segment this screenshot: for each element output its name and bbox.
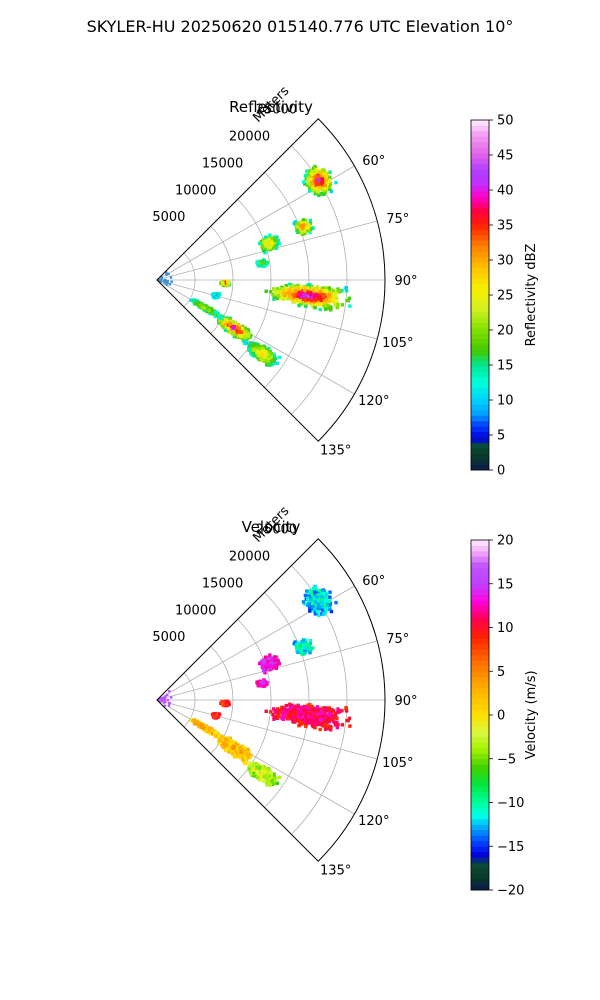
range-tick-label: 15000	[202, 576, 243, 591]
echo-cell	[189, 298, 223, 321]
azimuth-tick-label: 75°	[386, 212, 409, 227]
azimuth-tick-label: 120°	[358, 394, 389, 409]
colorbar-tick-label: 20	[497, 534, 514, 549]
echo-cell	[219, 279, 232, 288]
range-tick-label: 5000	[152, 630, 185, 645]
colorbar-tick-label: 0	[497, 464, 505, 479]
radar-echoes	[158, 584, 352, 787]
colorbar: −20 −15 −10 −5 0 5 10 15 20 Velocity (m/s)	[470, 534, 539, 899]
azimuth-tick-label: 75°	[386, 632, 409, 647]
colorbar-tick-label: 20	[497, 324, 514, 339]
range-tick-label: 20000	[229, 130, 270, 145]
azimuth-tick-label: 90°	[394, 274, 417, 289]
near-range-clutter	[158, 690, 173, 708]
echo-cell	[255, 258, 269, 268]
colorbar-tick-label: 0	[497, 709, 505, 724]
azimuth-tick-label: 60°	[362, 574, 385, 589]
azimuth-tick-label: 120°	[358, 814, 389, 829]
echo-cell	[257, 233, 281, 255]
polar-grid	[156, 145, 385, 415]
colorbar-tick-label: −15	[497, 840, 524, 855]
colorbar-tick-label: 50	[497, 114, 514, 129]
echo-cell	[247, 761, 282, 787]
colorbar-tick-label: −20	[497, 884, 524, 899]
range-tick-label: 15000	[202, 156, 243, 171]
colorbar-tick-label: 15	[497, 577, 514, 592]
echo-cell	[301, 584, 338, 618]
panel-title: Reflectivity	[229, 98, 313, 116]
colorbar-tick-label: −10	[497, 796, 524, 811]
echo-cell	[210, 711, 222, 720]
sector-outline	[156, 118, 386, 442]
azimuth-gridline	[156, 699, 378, 760]
panel-title: Velocity	[242, 518, 301, 536]
azimuth-gridline	[156, 279, 378, 340]
colorbar-tick-label: 35	[497, 219, 514, 234]
colorbar-tick-label: 15	[497, 359, 514, 374]
sector-outline	[156, 538, 386, 862]
echo-cell	[292, 638, 315, 656]
echo-cell	[257, 653, 281, 675]
range-tick-label: 10000	[175, 183, 216, 198]
colorbar-tick-label: 5	[497, 665, 505, 680]
near-range-clutter	[157, 271, 173, 286]
colorbar-tick-label: 10	[497, 394, 514, 409]
echo-cell	[247, 341, 282, 367]
colorbar-tick-label: 30	[497, 254, 514, 269]
reflectivity-panel: Reflectivity500010000150002000025000Mete…	[152, 83, 539, 478]
echo-cell	[189, 718, 223, 741]
echo-cell	[264, 282, 352, 312]
colorbar-tick-label: 45	[497, 149, 514, 164]
echo-cell	[219, 699, 232, 708]
colorbar-tick-label: 10	[497, 621, 514, 636]
range-tick-label: 20000	[229, 550, 270, 565]
radar-echoes	[157, 164, 352, 367]
azimuth-tick-label: 105°	[382, 336, 413, 351]
azimuth-tick-label: 135°	[320, 864, 351, 879]
colorbar-tick-label: −5	[497, 752, 516, 767]
azimuth-tick-label: 135°	[320, 444, 351, 459]
colorbar-tick-label: 5	[497, 429, 505, 444]
colorbar-label: Velocity (m/s)	[524, 670, 539, 759]
echo-cell	[301, 164, 338, 198]
azimuth-tick-label: 105°	[382, 756, 413, 771]
range-tick-label: 25000	[256, 523, 297, 538]
azimuth-tick-label: 90°	[394, 694, 417, 709]
echo-cell	[255, 678, 269, 688]
echo-cell	[292, 218, 315, 236]
azimuth-tick-label: 60°	[362, 154, 385, 169]
colorbar-tick-label: 40	[497, 184, 514, 199]
echo-cell	[210, 291, 222, 300]
range-tick-label: 25000	[256, 103, 297, 118]
figure-suptitle: SKYLER-HU 20250620 015140.776 UTC Elevat…	[87, 17, 514, 36]
range-tick-label: 10000	[175, 603, 216, 618]
range-tick-label: 5000	[152, 210, 185, 225]
colorbar-tick-label: 25	[497, 289, 514, 304]
colorbar-label: Reflectivity dBZ	[524, 244, 539, 347]
echo-cell	[217, 734, 253, 766]
colorbar: 0 5 10 15 20 25 30 35 40 45 50 Reflectivity dBZ	[470, 114, 539, 479]
echo-cell	[264, 702, 352, 732]
velocity-panel: Velocity500010000150002000025000Meters60…	[152, 503, 539, 898]
